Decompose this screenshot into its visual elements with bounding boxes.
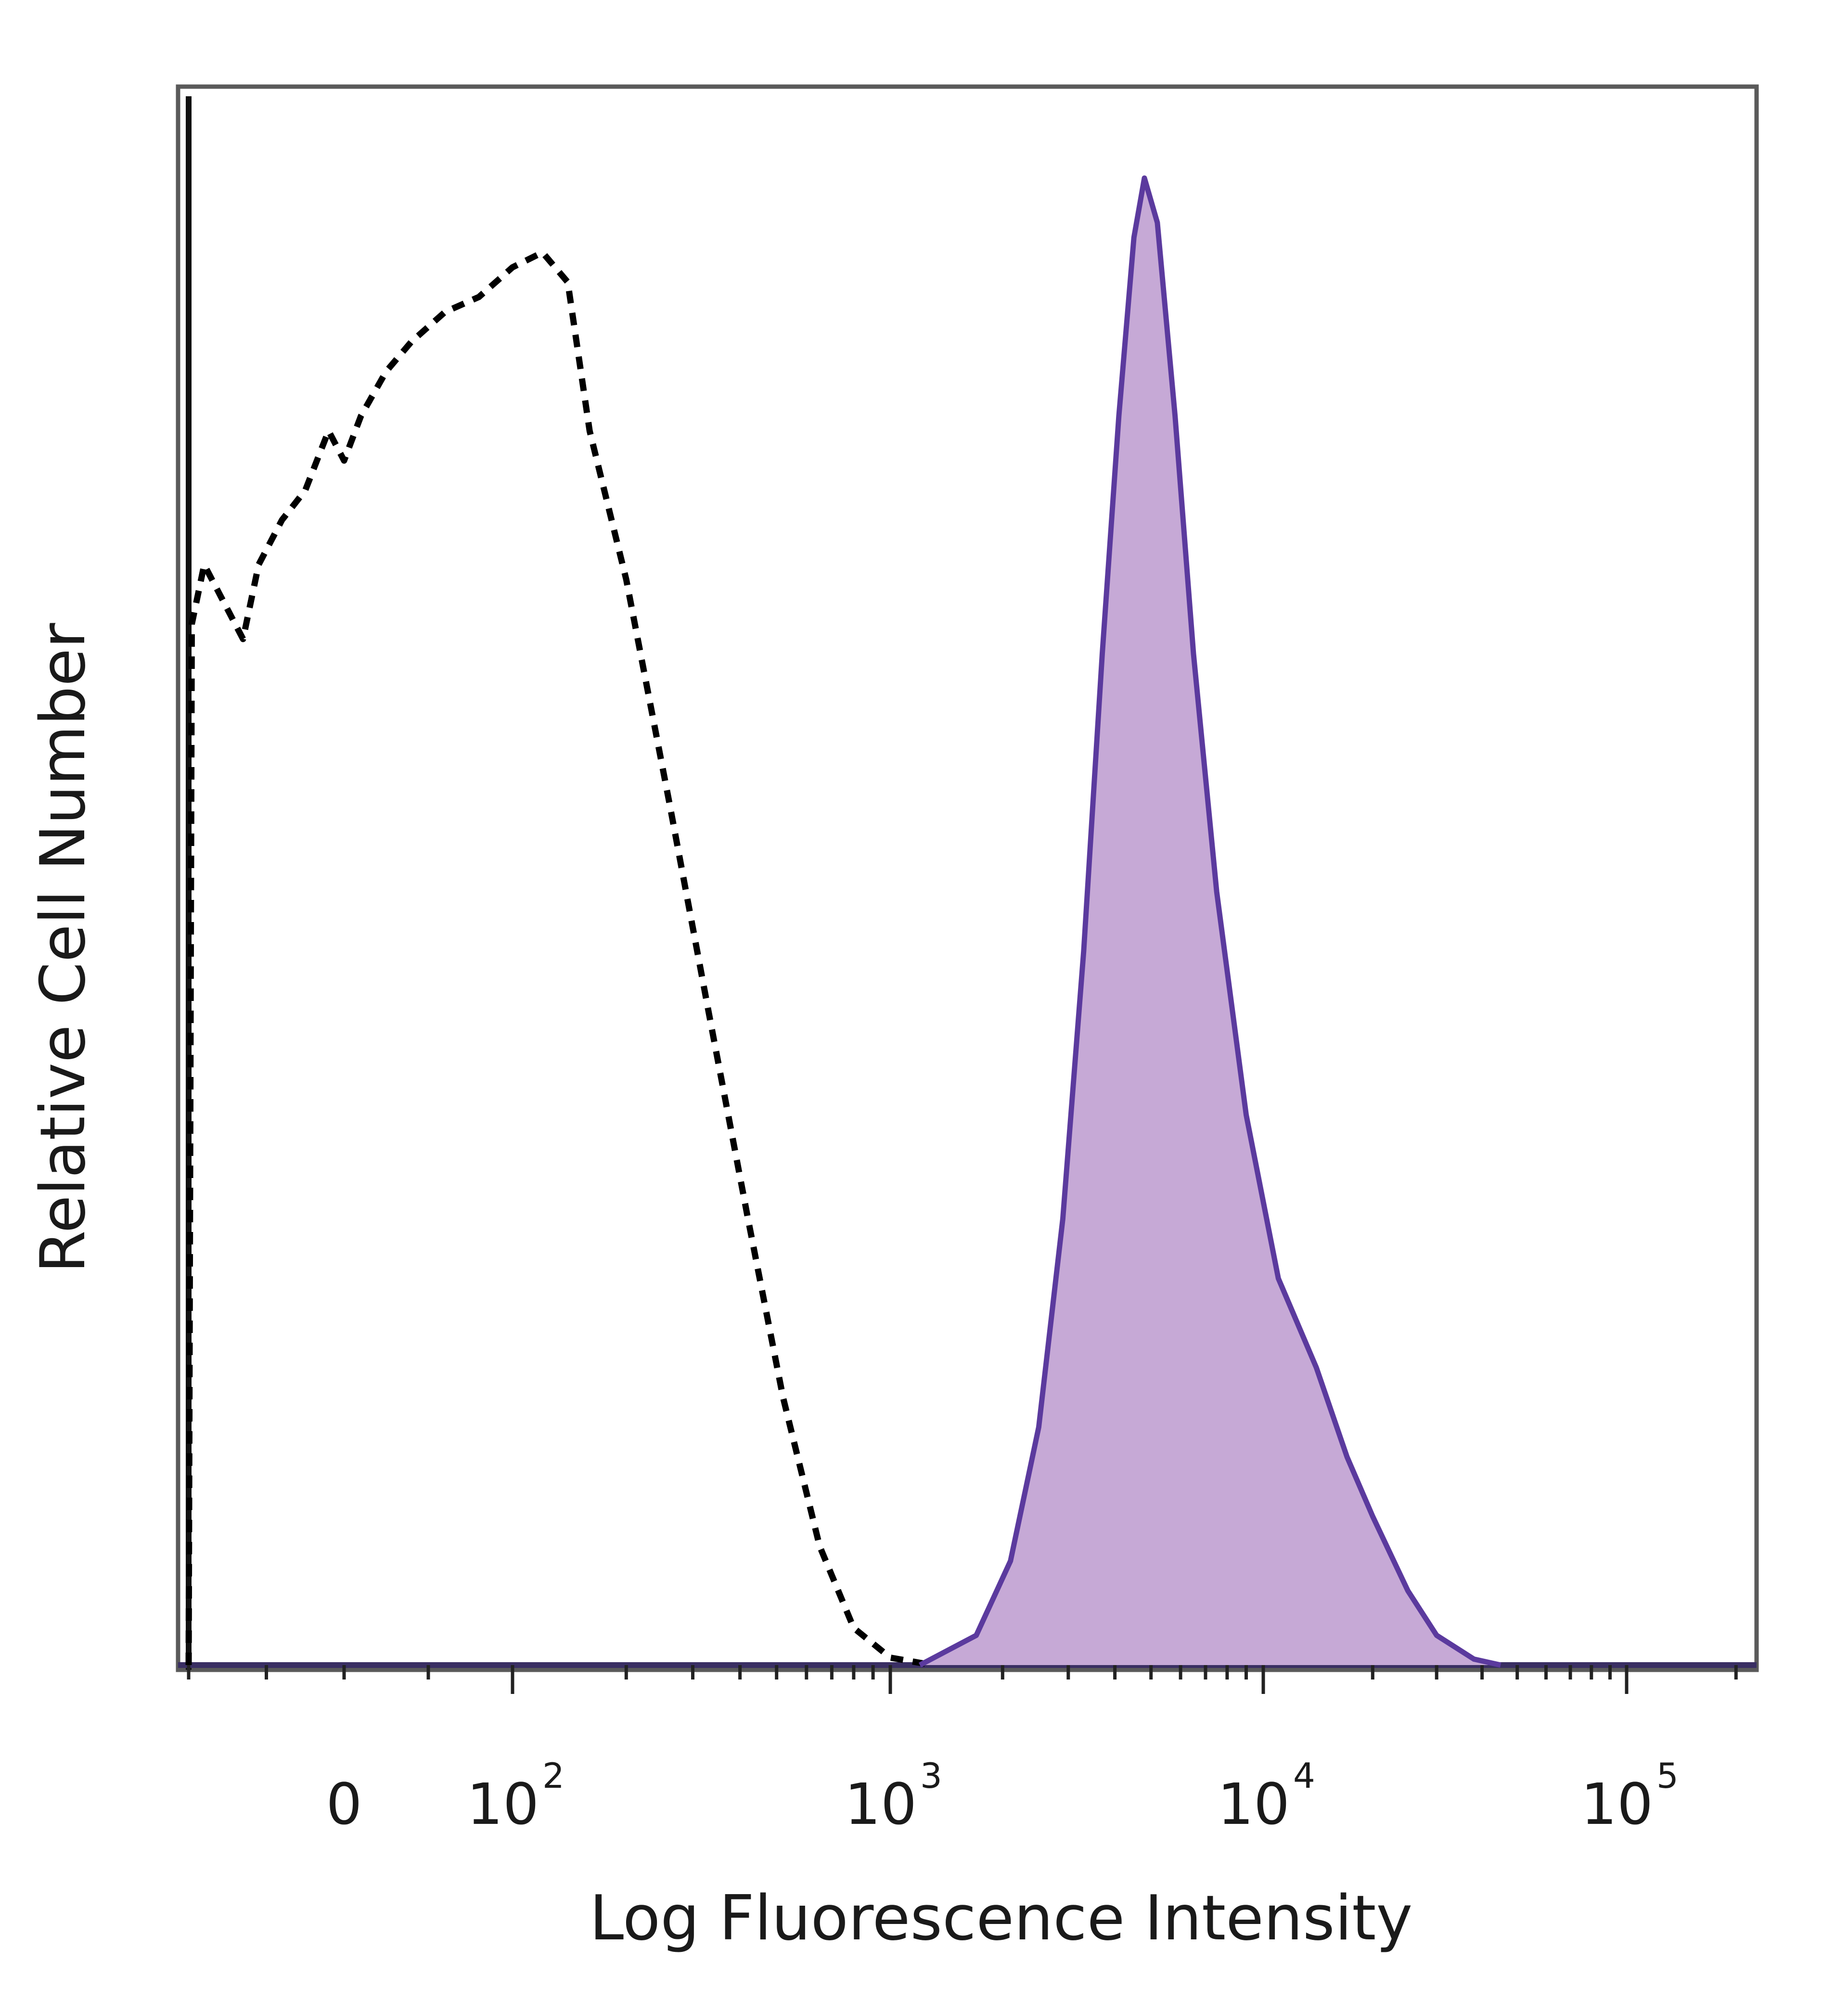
x-tick-label: 10 — [1581, 1771, 1653, 1837]
x-tick-label-exponent: 2 — [542, 1756, 565, 1796]
x-axis-title: Log Fluorescence Intensity — [590, 1883, 1412, 1954]
x-tick-label: 0 — [326, 1771, 362, 1837]
series-1-area — [920, 178, 1501, 1665]
x-tick-label-exponent: 5 — [1656, 1756, 1679, 1796]
series-0-line — [185, 249, 934, 1668]
x-tick-label: 10 — [467, 1771, 539, 1837]
series-1-line — [918, 175, 1502, 1668]
x-ticks — [187, 1665, 1738, 1694]
y-axis-title: Relative Cell Number — [27, 623, 99, 1273]
x-tick-label-exponent: 4 — [1293, 1756, 1315, 1796]
series-layer — [185, 175, 1502, 1668]
x-tick-label: 10 — [845, 1771, 917, 1837]
x-tick-label-exponent: 3 — [920, 1756, 942, 1796]
plot-frame — [176, 84, 1759, 1672]
x-tick-label: 10 — [1218, 1771, 1290, 1837]
x-tick-labels: 0 10 2 10 3 10 4 10 5 — [326, 1756, 1678, 1837]
